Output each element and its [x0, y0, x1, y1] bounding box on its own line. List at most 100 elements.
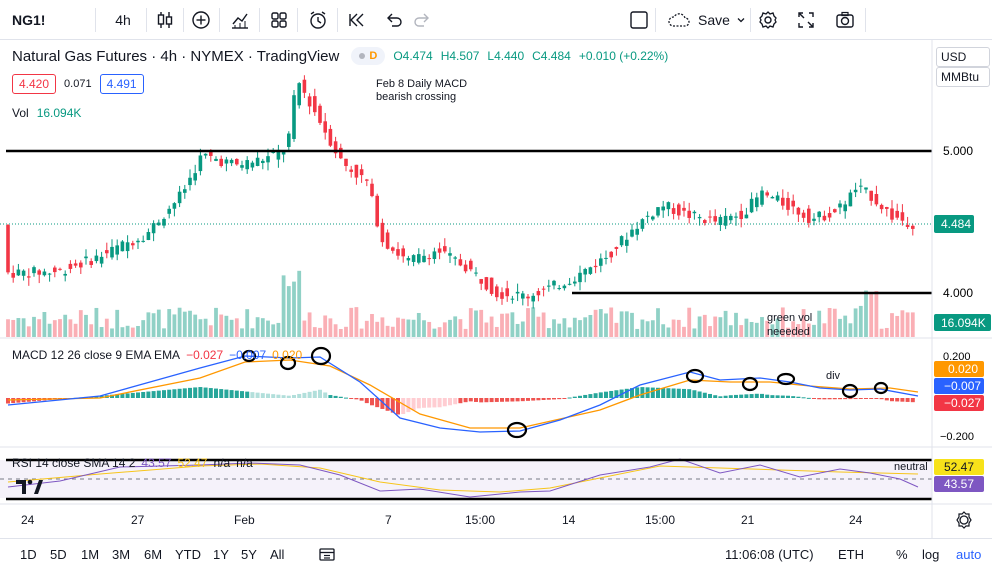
macd-histogram-bar	[468, 398, 473, 402]
candle-body	[417, 254, 421, 263]
circle-marker	[310, 346, 332, 366]
sell-button[interactable]: 4.420	[12, 74, 57, 94]
symbol-search-button[interactable]: NG1!	[6, 0, 52, 40]
macd-histogram-bar	[801, 397, 806, 399]
candle-body	[115, 245, 119, 255]
time-axis[interactable]: 24 27 Feb 7 15:00 14 15:00 21 24	[21, 513, 863, 527]
range-button-1m[interactable]: 1M	[81, 546, 100, 562]
currency-dropdown[interactable]: USD	[936, 47, 990, 67]
layouts-button[interactable]	[264, 0, 294, 40]
buy-button[interactable]: 4.491	[99, 74, 144, 94]
date-range-button[interactable]	[318, 539, 336, 569]
macd-histogram-bar	[130, 392, 135, 398]
macd-histogram-bar	[255, 392, 260, 398]
candle-body	[375, 195, 379, 227]
macd-histogram-bar	[266, 393, 270, 398]
chart-type-button[interactable]	[150, 0, 180, 40]
candle-body	[848, 192, 853, 207]
candle-body	[229, 159, 234, 164]
volume-bar	[765, 320, 770, 337]
select-button[interactable]	[625, 0, 653, 40]
range-button-1y[interactable]: 1Y	[213, 546, 229, 562]
candle-body	[838, 203, 842, 208]
candle-body	[359, 169, 364, 176]
market-status-badge: D	[369, 50, 378, 62]
time-label: 7	[385, 513, 392, 527]
rsi-legend[interactable]: RSI 14 close SMA 14 2 43.57 52.47 n/a n/…	[12, 456, 253, 470]
macd-histogram-bar	[505, 398, 510, 402]
volume-bar	[619, 311, 624, 337]
candle-body	[682, 207, 686, 211]
undo-button[interactable]	[380, 0, 408, 40]
time-label: 27	[131, 513, 145, 527]
volume-bar	[312, 327, 317, 337]
redo-button[interactable]	[408, 0, 436, 40]
clock[interactable]: 11:06:08 (UTC)	[725, 539, 814, 569]
macd-histogram-bar	[203, 387, 208, 398]
candle-body	[604, 257, 608, 259]
volume-legend[interactable]: Vol 16.094K	[12, 106, 81, 120]
macd-histogram-bar	[567, 397, 572, 399]
indicators-button[interactable]	[225, 0, 255, 40]
alert-button[interactable]	[303, 0, 333, 40]
range-button-1d[interactable]: 1D	[20, 546, 37, 562]
candle-body	[723, 215, 728, 226]
volume-bar	[884, 327, 889, 337]
volume-bar	[401, 318, 406, 337]
percent-toggle[interactable]: %	[896, 539, 908, 569]
range-button-3m[interactable]: 3M	[112, 546, 131, 562]
volume-bar	[640, 319, 645, 337]
symbol-title[interactable]: Natural Gas Futures · 4h · NYMEX · Tradi…	[12, 47, 340, 65]
range-button-5y[interactable]: 5Y	[241, 546, 257, 562]
volume-bar	[318, 327, 322, 337]
fullscreen-square-icon	[630, 11, 648, 29]
time-axis-settings-button[interactable]	[956, 511, 972, 529]
candle-body	[474, 272, 478, 274]
snapshot-button[interactable]	[831, 0, 859, 40]
macd-histogram-bar	[146, 391, 151, 398]
fullscreen-button[interactable]	[792, 0, 820, 40]
undo-icon	[387, 13, 402, 27]
candle-body	[37, 270, 41, 275]
volume-bar	[125, 325, 130, 337]
session-label: ETH	[838, 546, 864, 562]
alert-icon	[310, 11, 326, 29]
macd-histogram-bar	[661, 388, 666, 398]
auto-toggle[interactable]: auto	[956, 539, 981, 569]
range-button-all[interactable]: All	[270, 546, 285, 562]
toolbar-divider	[337, 8, 338, 32]
unit-dropdown[interactable]: MMBtu	[936, 67, 990, 87]
interval-button[interactable]: 4h	[105, 0, 141, 40]
session-button[interactable]: ETH	[838, 539, 864, 569]
gear-icon	[959, 515, 969, 525]
replay-button[interactable]	[342, 0, 372, 40]
range-button-5d[interactable]: 5D	[50, 546, 67, 562]
volume-bar	[515, 323, 520, 337]
candle-body	[817, 211, 821, 218]
volume-bar	[58, 319, 62, 337]
range-button-ytd[interactable]: YTD	[175, 546, 201, 562]
log-toggle[interactable]: log	[922, 539, 939, 569]
rsi-pane	[0, 458, 932, 498]
macd-legend[interactable]: MACD 12 26 close 9 EMA EMA −0.027 −0.007…	[12, 348, 302, 362]
market-status[interactable]: D	[351, 47, 386, 65]
macd-histogram-bar	[453, 398, 458, 405]
volume-bar	[744, 318, 749, 337]
rsi-na-1: n/a	[213, 456, 231, 470]
save-button[interactable]: Save	[662, 0, 750, 40]
candle-body	[391, 247, 395, 251]
calendar-range-icon	[319, 548, 335, 561]
volume-bar	[271, 324, 276, 337]
candle-body	[651, 216, 655, 220]
candle-body	[458, 259, 463, 266]
volume-bar	[338, 328, 343, 337]
chart-canvas[interactable]: 5.000 4.000 4.484 16.094K 0.200 −0.200 0…	[0, 40, 992, 538]
compare-button[interactable]	[186, 0, 216, 40]
candle-body	[422, 255, 426, 263]
volume-bar	[276, 322, 281, 337]
settings-button[interactable]	[754, 0, 782, 40]
macd-histogram-bar	[583, 394, 588, 398]
macd-histogram-bar	[598, 392, 603, 398]
candle-body	[703, 220, 707, 224]
range-button-6m[interactable]: 6M	[144, 546, 163, 562]
